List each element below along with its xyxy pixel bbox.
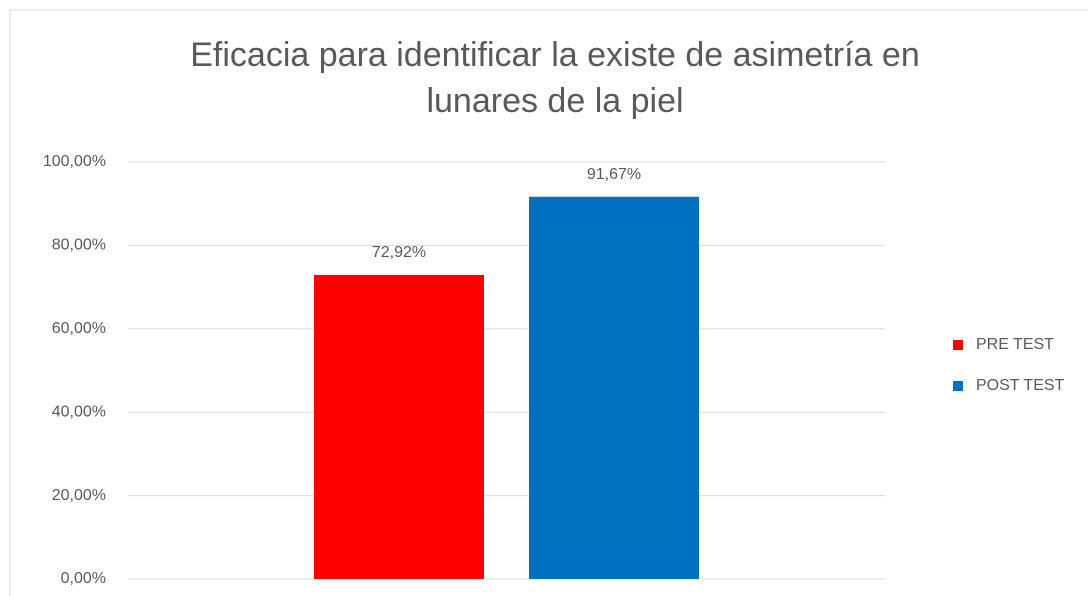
y-tick-label: 100,00%: [43, 153, 106, 170]
y-tick-label: 80,00%: [52, 237, 106, 254]
legend-swatch: [953, 340, 963, 350]
legend-label: POST TEST: [976, 377, 1065, 394]
legend-label: PRE TEST: [976, 336, 1054, 353]
bar: [529, 196, 699, 580]
data-label: 91,67%: [587, 166, 641, 183]
y-tick-label: 40,00%: [52, 403, 106, 420]
data-label: 72,92%: [372, 244, 426, 261]
bar: [314, 274, 484, 579]
y-tick-label: 60,00%: [52, 320, 106, 337]
legend-swatch: [953, 381, 963, 391]
chart-border: [9, 9, 1088, 596]
y-tick-label: 20,00%: [52, 487, 106, 504]
chart-title: Eficacia para identificar la existe de a…: [190, 36, 920, 120]
y-tick-label: 0,00%: [61, 570, 106, 587]
